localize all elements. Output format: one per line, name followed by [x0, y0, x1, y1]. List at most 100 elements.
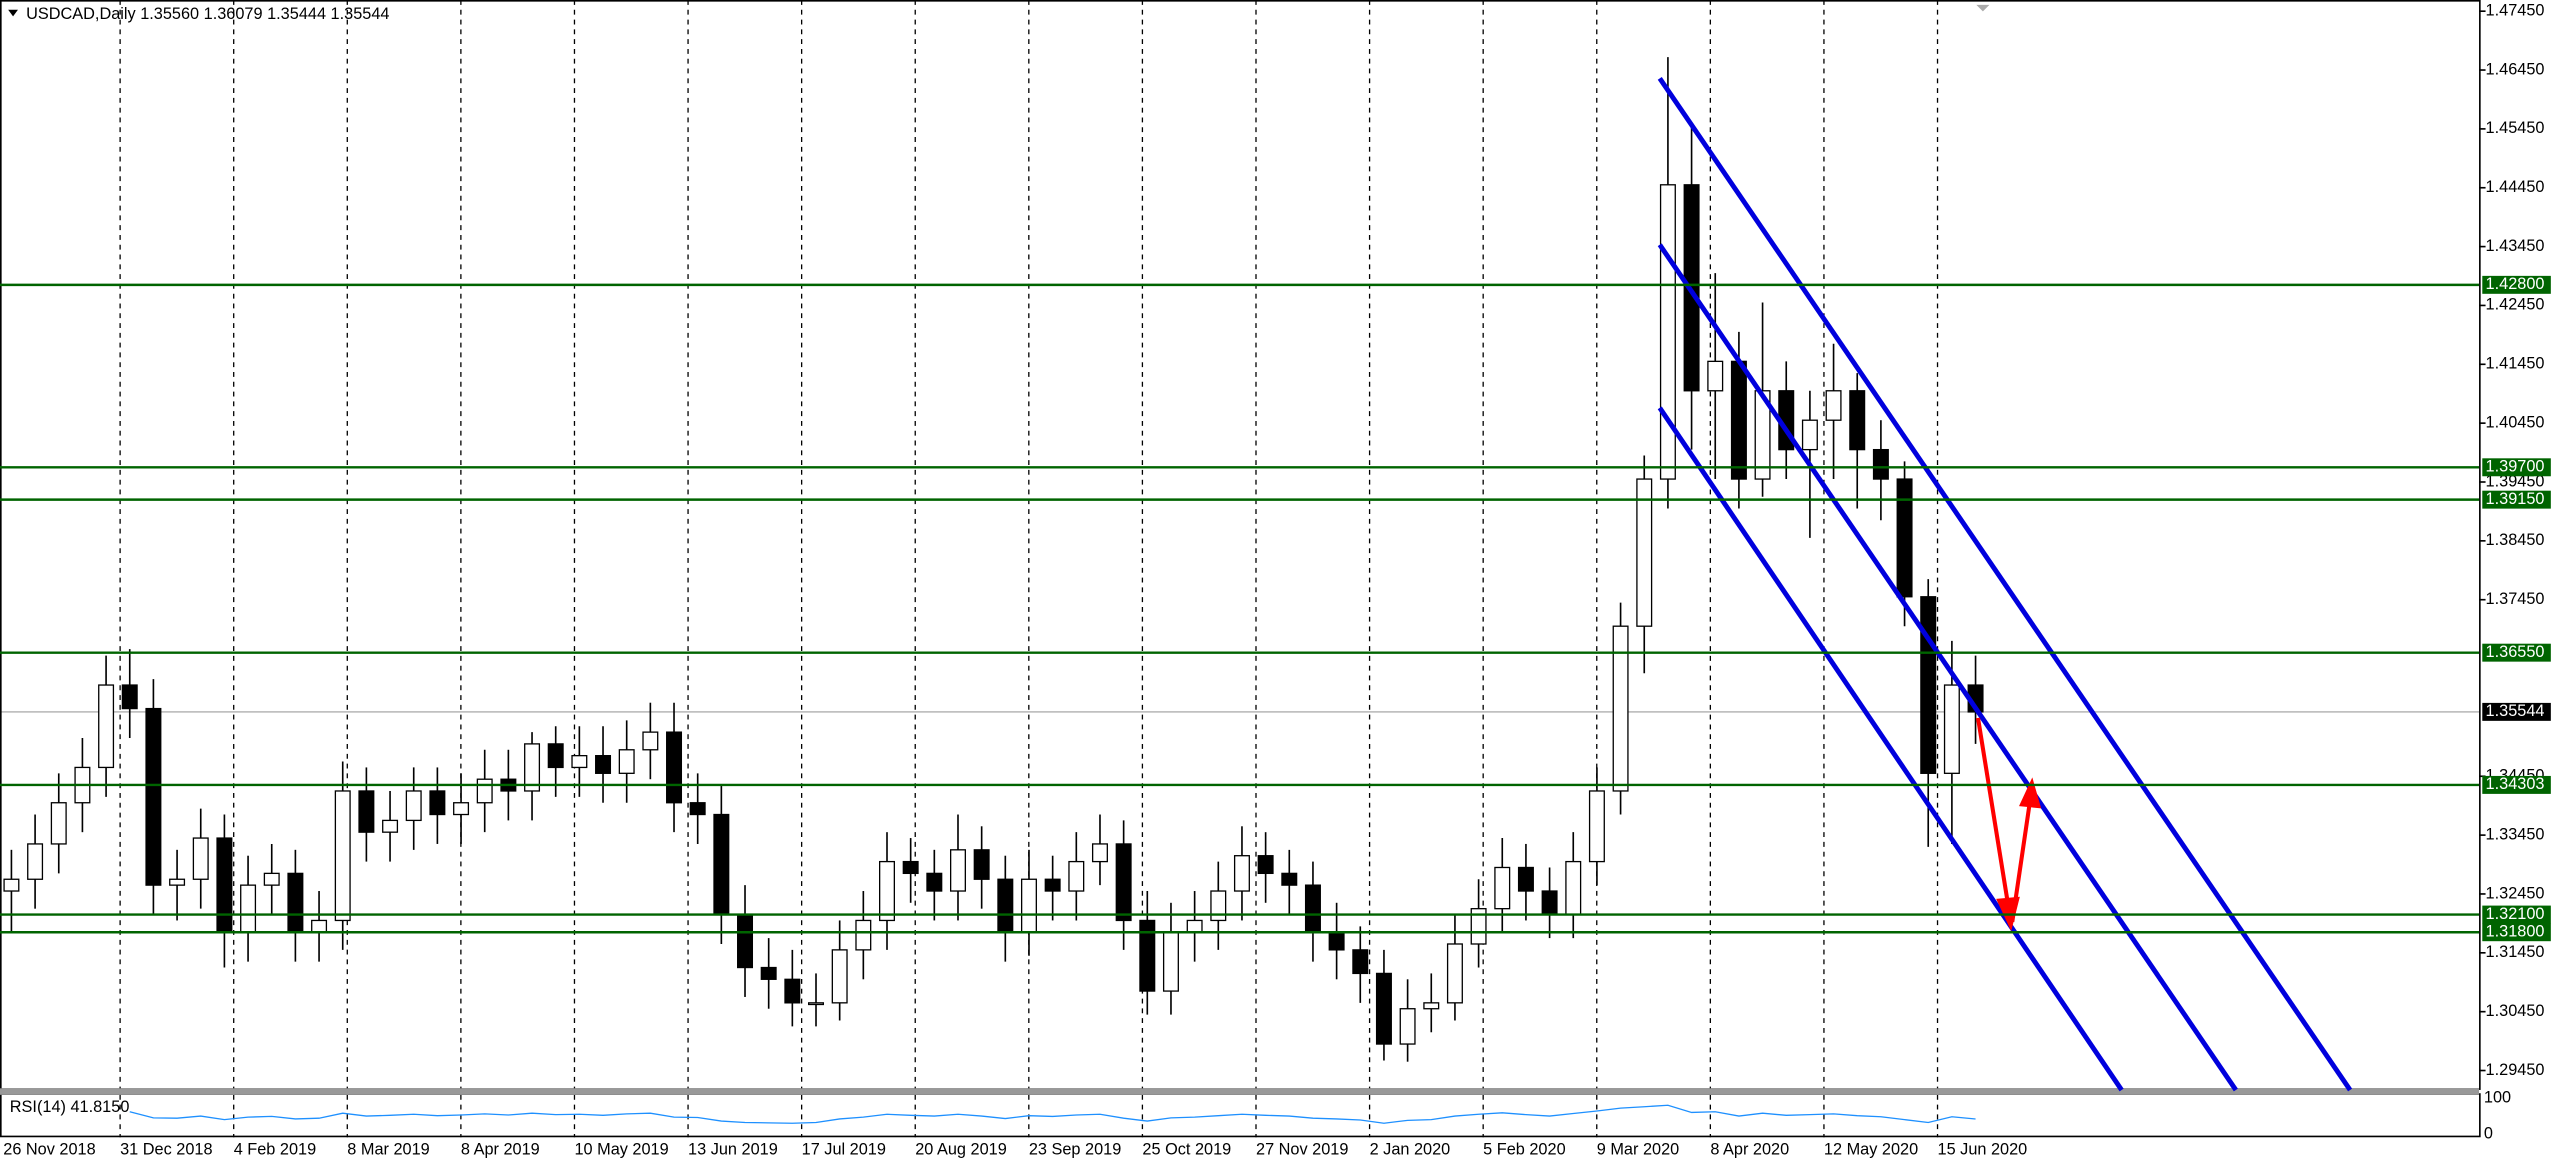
candle-body [145, 707, 162, 886]
candle-body [547, 743, 564, 769]
candle-body [476, 778, 493, 804]
candle-body [1423, 1002, 1440, 1010]
candle-body [760, 966, 777, 980]
candle-body [973, 849, 990, 880]
candle-body [902, 860, 919, 875]
candle-body [784, 978, 801, 1004]
candle-body [1730, 360, 1747, 480]
rsi-tick-label: 0 [2484, 1124, 2493, 1142]
candle-body [1446, 943, 1463, 1004]
y-tick-label: 1.43450 [2486, 237, 2545, 255]
arrow-head [2019, 777, 2042, 809]
candle-body [405, 790, 422, 822]
level-label: 1.34303 [2486, 775, 2545, 793]
candle-body [1139, 919, 1156, 992]
x-tick-label: 8 Mar 2019 [347, 1141, 429, 1159]
level-label-box [2482, 775, 2551, 794]
rsi-line [129, 1104, 1976, 1124]
x-tick-label: 13 Jun 2019 [688, 1141, 778, 1159]
candle-body [1304, 884, 1321, 933]
level-label: 1.42800 [2486, 275, 2545, 293]
menu-icon[interactable] [8, 9, 18, 17]
candle-body [453, 802, 470, 816]
level-label-box [2482, 905, 2551, 924]
y-tick-label: 1.38450 [2486, 531, 2545, 549]
candle-body [1352, 949, 1369, 975]
x-tick-label: 5 Feb 2020 [1483, 1141, 1565, 1159]
candle-body [1328, 931, 1345, 951]
candle-body [334, 790, 351, 922]
candle-body [879, 860, 895, 922]
candle-body [1825, 390, 1842, 421]
y-tick-label: 1.30450 [2486, 1002, 2545, 1020]
panel-separator [0, 1088, 2480, 1095]
candle-body [1707, 360, 1724, 392]
x-tick-label: 23 Sep 2019 [1029, 1141, 1121, 1159]
candle-body [382, 819, 399, 833]
x-tick-label: 9 Mar 2020 [1597, 1141, 1679, 1159]
x-tick-label: 31 Dec 2018 [120, 1141, 212, 1159]
shift-marker [1976, 4, 1990, 12]
candle-body [3, 878, 20, 892]
arrows [1975, 717, 2042, 932]
x-tick-label: 12 May 2020 [1824, 1141, 1918, 1159]
y-tick-label: 1.44450 [2486, 178, 2545, 196]
candle-body [240, 884, 257, 933]
y-tick-label: 1.45450 [2486, 119, 2545, 137]
price-label: 1.35544 [2486, 702, 2545, 720]
x-tick-label: 26 Nov 2018 [3, 1141, 95, 1159]
x-tick-label: 25 Oct 2019 [1142, 1141, 1231, 1159]
candle-body [1517, 866, 1534, 892]
candle-body [1659, 184, 1676, 480]
level-label: 1.32100 [2486, 905, 2545, 923]
level-label: 1.39150 [2486, 490, 2545, 508]
x-tick-label: 10 May 2019 [574, 1141, 668, 1159]
candle-body [808, 1002, 825, 1006]
candle-body [1920, 596, 1937, 774]
x-tick-label: 27 Nov 2019 [1256, 1141, 1348, 1159]
channel-lower [1657, 406, 2124, 1092]
candle-body [1470, 908, 1487, 945]
candle-body [1636, 478, 1653, 627]
candle-body [121, 684, 138, 710]
y-tick-label: 1.37450 [2486, 590, 2545, 608]
y-tick-label: 1.29450 [2486, 1061, 2545, 1079]
arrow-up [2010, 799, 2033, 923]
y-tick-label: 1.42450 [2486, 296, 2545, 314]
candle-body [1281, 872, 1298, 886]
candle-body [1896, 478, 1913, 598]
candle-body [689, 802, 706, 816]
candle-body [949, 849, 966, 892]
chart-title: USDCAD,Daily 1.35560 1.36079 1.35444 1.3… [26, 5, 389, 23]
candle-body [713, 813, 730, 916]
price-label-box [2482, 702, 2551, 721]
y-tick-label: 1.31450 [2486, 943, 2545, 961]
candle-body [1399, 1008, 1416, 1045]
y-tick-label: 1.46450 [2486, 60, 2545, 78]
candle-body [1115, 843, 1132, 922]
candle-body [831, 949, 848, 1004]
candle-body [1754, 390, 1771, 480]
candle-body [1068, 860, 1085, 892]
candle-body [1494, 866, 1511, 910]
candle-body [666, 731, 683, 804]
level-label-box [2482, 643, 2551, 662]
x-tick-label: 15 Jun 2020 [1938, 1141, 2028, 1159]
candle-body [926, 872, 943, 892]
rsi-tick-label: 100 [2484, 1088, 2511, 1106]
x-tick-label: 20 Aug 2019 [915, 1141, 1007, 1159]
candle-body [1943, 684, 1960, 774]
candle-body [192, 837, 209, 880]
candle-body [1091, 843, 1108, 863]
x-tick-label: 4 Feb 2019 [234, 1141, 316, 1159]
level-label-box [2482, 923, 2551, 942]
candle-body [1020, 878, 1037, 933]
candle-body [1541, 890, 1558, 916]
y-tick-label: 1.47450 [2486, 1, 2545, 19]
candle-body [311, 919, 328, 933]
x-tick-label: 17 Jul 2019 [802, 1141, 886, 1159]
candle-body [98, 684, 115, 769]
y-tick-label: 1.41450 [2486, 355, 2545, 373]
